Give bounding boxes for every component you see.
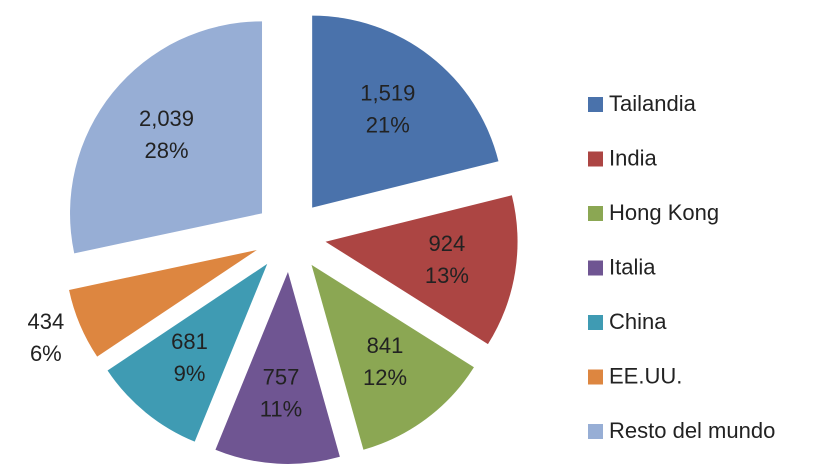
percent-label: 13% xyxy=(425,263,469,288)
percent-label: 6% xyxy=(30,341,62,366)
data-label: 924 xyxy=(429,231,466,256)
legend-label: China xyxy=(609,309,667,334)
legend-swatch xyxy=(588,260,603,276)
percent-label: 11% xyxy=(260,396,302,421)
data-label: 757 xyxy=(263,364,300,389)
data-label: 841 xyxy=(367,333,404,358)
legend-label: EE.UU. xyxy=(609,363,682,388)
pie-slice xyxy=(325,195,518,345)
legend-swatch xyxy=(588,369,603,385)
percent-label: 9% xyxy=(174,361,206,386)
pie-slice xyxy=(69,249,257,357)
legend-label: India xyxy=(609,145,657,170)
data-label: 434 xyxy=(27,309,64,334)
legend-swatch xyxy=(588,424,603,439)
legend-swatch xyxy=(588,315,603,330)
legend-label: Tailandia xyxy=(609,91,697,116)
pie-slice xyxy=(311,264,474,450)
percent-label: 21% xyxy=(366,113,410,138)
pie-slice xyxy=(70,21,263,254)
legend-swatch xyxy=(588,206,603,221)
data-label: 2,039 xyxy=(139,106,194,131)
pie-slice xyxy=(107,263,268,442)
legend-label: Hong Kong xyxy=(609,200,719,225)
legend-swatch xyxy=(588,97,603,112)
legend-label: Italia xyxy=(609,254,656,279)
percent-label: 12% xyxy=(363,365,407,390)
data-label: 681 xyxy=(171,329,208,354)
legend-swatch xyxy=(588,151,603,167)
pie-slice xyxy=(312,15,499,208)
pie-slice xyxy=(215,271,340,464)
percent-label: 28% xyxy=(144,138,188,163)
legend-label: Resto del mundo xyxy=(609,418,775,443)
data-label: 1,519 xyxy=(360,81,415,106)
